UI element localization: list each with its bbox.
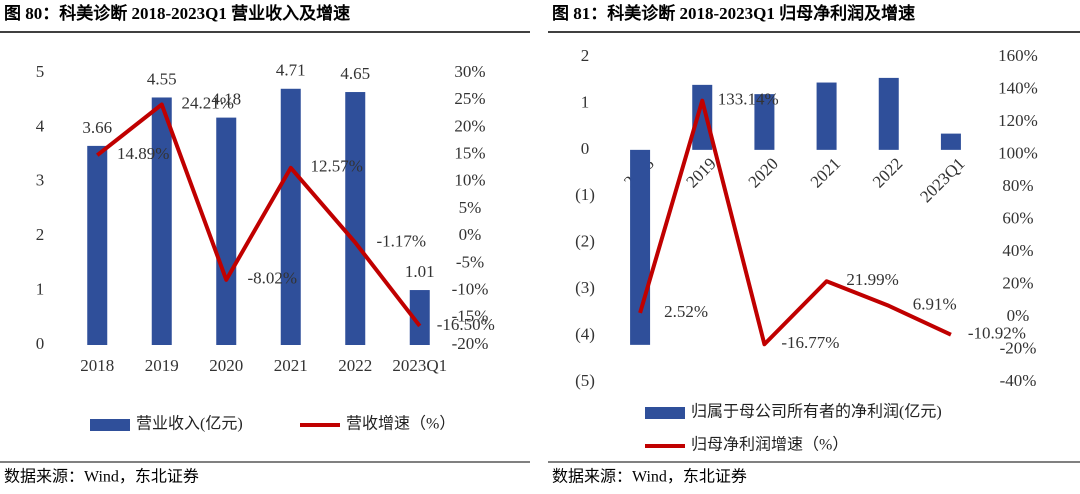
y-tick-label: 0: [581, 139, 590, 158]
y2-tick-label: 0%: [459, 225, 482, 244]
y-tick-label: (2): [575, 232, 595, 251]
y-tick-label: (1): [575, 185, 595, 204]
line-label: -10.92%: [968, 324, 1026, 343]
source: 数据来源：Wind，东北证券: [4, 468, 199, 486]
line-label: 133.14%: [718, 90, 779, 109]
bar: [345, 92, 366, 345]
line: [638, 98, 952, 347]
y-tick-label: 2: [581, 46, 590, 65]
x-tick-label: 2021: [807, 154, 844, 191]
y2-tick-label: 25%: [454, 89, 485, 108]
bar-label: 4.65: [340, 64, 370, 83]
line-label: 14.89%: [117, 144, 169, 163]
legend-label: 归母净利润增速（%）: [691, 436, 848, 454]
y-tick-label: (5): [575, 371, 595, 390]
y-tick-label: 4: [36, 116, 45, 135]
y-tick-label: (4): [575, 324, 595, 343]
line-label: -16.77%: [781, 333, 839, 352]
y2-tick-label: -5%: [456, 252, 484, 271]
chart-title: 图 80：科美诊断 2018-2023Q1 营业收入及增速: [4, 3, 350, 23]
bar: [816, 82, 837, 150]
bar-label: 4.71: [276, 61, 306, 80]
bar-label: 4.18: [211, 90, 241, 109]
y2-tick-label: -20%: [1000, 338, 1037, 357]
legend-label: 归属于母公司所有者的净利润(亿元): [691, 403, 942, 421]
y2-tick-label: 80%: [1002, 176, 1033, 195]
y2-tick-label: 15%: [454, 144, 485, 163]
y2-tick-label: 20%: [1002, 273, 1033, 292]
line-label: 24.21%: [182, 93, 234, 112]
y2-tick-label: 0%: [1007, 306, 1030, 325]
bar: [940, 133, 961, 150]
x-tick-label: 2019: [145, 356, 179, 375]
x-tick-label: 2023Q1: [916, 154, 968, 206]
line-label: 2.52%: [664, 302, 708, 321]
y2-tick-label: 5%: [459, 198, 482, 217]
bar: [280, 88, 301, 345]
y-tick-label: (3): [575, 278, 595, 297]
bar-label: 4.55: [147, 69, 177, 88]
y-tick-label: 0: [36, 334, 45, 353]
source: 数据来源：Wind，东北证券: [552, 468, 747, 486]
y2-tick-label: 120%: [998, 111, 1038, 130]
bar: [878, 77, 899, 150]
line: [96, 102, 422, 328]
y2-tick-label: 30%: [454, 62, 485, 81]
x-tick-label: 2018: [80, 356, 114, 375]
y-tick-label: 3: [36, 171, 45, 190]
x-tick-label: 2021: [274, 356, 308, 375]
bar-label: 1.01: [405, 262, 435, 281]
y2-tick-label: 20%: [454, 116, 485, 135]
x-tick-label: 2020: [209, 356, 243, 375]
x-tick-label: 2023Q1: [392, 356, 447, 375]
chart-title: 图 81：科美诊断 2018-2023Q1 归母净利润及增速: [552, 3, 915, 23]
x-tick-label: 2022: [338, 356, 372, 375]
line-label: -1.17%: [376, 231, 426, 250]
bar: [151, 97, 172, 345]
legend-label: 营业收入(亿元): [136, 415, 243, 433]
y2-tick-label: -40%: [1000, 371, 1037, 390]
x-tick-label: 2022: [869, 154, 906, 191]
line-label: 12.57%: [311, 157, 363, 176]
bar: [630, 149, 651, 345]
bar-label: 3.66: [82, 118, 112, 137]
line-label: 6.91%: [913, 295, 957, 314]
y2-tick-label: 10%: [454, 171, 485, 190]
y2-tick-label: 40%: [1002, 241, 1033, 260]
x-tick-label: 2019: [682, 154, 719, 191]
line-label: 21.99%: [846, 270, 898, 289]
line-label: -16.50%: [437, 315, 495, 334]
y2-tick-label: -20%: [452, 334, 489, 353]
bar: [409, 290, 430, 345]
y-tick-label: 5: [36, 62, 45, 81]
bar: [692, 84, 713, 150]
x-tick-label: 2020: [745, 154, 782, 191]
y2-tick-label: -10%: [452, 280, 489, 299]
legend-label: 营收增速（%）: [346, 415, 455, 433]
legend-swatch: [645, 407, 685, 419]
y2-tick-label: 60%: [1002, 208, 1033, 227]
line-label: -8.02%: [247, 269, 297, 288]
y-tick-label: 1: [581, 92, 590, 111]
bar: [754, 94, 775, 150]
y2-tick-label: 140%: [998, 78, 1038, 97]
y-tick-label: 1: [36, 280, 45, 299]
legend-swatch: [90, 419, 130, 431]
bar: [216, 117, 237, 345]
y2-tick-label: 160%: [998, 46, 1038, 65]
y2-tick-label: -15%: [452, 307, 489, 326]
y-tick-label: 2: [36, 225, 45, 244]
y2-tick-label: 100%: [998, 143, 1038, 162]
bar: [87, 145, 108, 345]
